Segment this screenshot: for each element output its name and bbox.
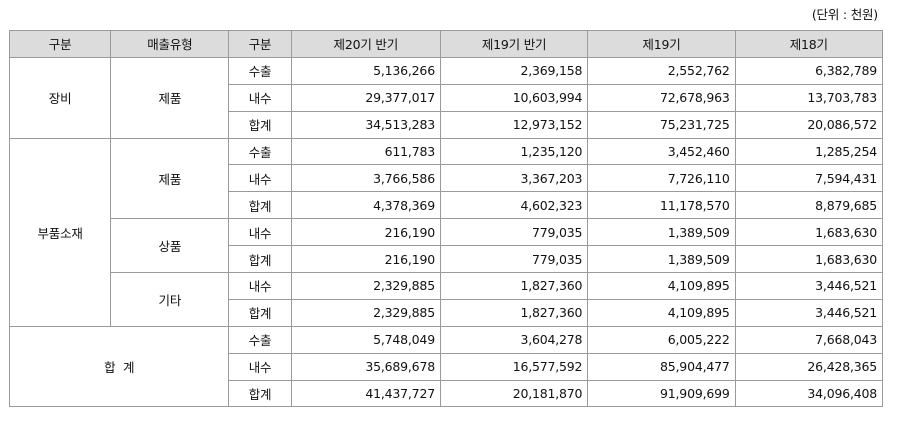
cell-value: 4,109,895 [587, 272, 736, 300]
header-period-19: 제19기 [587, 30, 736, 58]
cell-value: 3,446,521 [734, 272, 884, 300]
cell-value: 34,513,283 [290, 110, 441, 139]
table-row: 합 계 수출 5,748,049 3,604,278 6,005,222 7,6… [8, 325, 884, 408]
cell-value: 216,190 [290, 245, 441, 274]
cell-value: 1,683,630 [734, 218, 884, 247]
cell-value: 611,783 [290, 137, 441, 166]
cell-value: 1,235,120 [439, 137, 589, 166]
cell-value: 779,035 [439, 245, 589, 274]
cell-value: 1,389,509 [587, 218, 736, 247]
cell-value: 3,452,460 [587, 137, 736, 166]
cell-value: 13,703,783 [734, 83, 884, 112]
cell-value: 8,879,685 [734, 191, 884, 220]
cell-value: 216,190 [290, 218, 441, 247]
cell-value: 3,604,278 [439, 325, 589, 354]
sales-table: 구분 매출유형 구분 제20기 반기 제19기 반기 제19기 제18기 장비 … [8, 30, 884, 408]
cell-value: 7,726,110 [587, 164, 736, 193]
row-label: 수출 [228, 137, 292, 166]
cell-value: 2,552,762 [587, 56, 736, 85]
table-row: 내수 29,377,017 10,603,994 72,678,963 13,7… [10, 83, 884, 112]
row-label: 내수 [228, 218, 292, 247]
cell-value: 12,973,152 [439, 110, 589, 139]
cell-value: 1,827,360 [439, 298, 589, 327]
table-row: 합계 216,190 779,035 1,389,509 1,683,630 [10, 245, 884, 274]
table-row: 합계 2,329,885 1,827,360 4,109,895 3,446,5… [10, 298, 884, 327]
group-equipment: 장비 [8, 56, 112, 139]
type-equipment-product: 제품 [110, 56, 230, 139]
cell-value: 3,766,586 [290, 164, 441, 193]
cell-value: 85,904,477 [587, 352, 736, 381]
cell-value: 1,683,630 [734, 245, 884, 274]
header-period-20h: 제20기 반기 [290, 30, 441, 58]
cell-value: 41,437,727 [290, 379, 441, 408]
row-label: 합계 [228, 245, 292, 274]
header-row: 구분 매출유형 구분 제20기 반기 제19기 반기 제19기 제18기 [8, 30, 884, 58]
cell-value: 11,178,570 [587, 191, 736, 220]
table-row: 부품소재 제품 수출 611,783 1,235,120 3,452,460 1… [8, 137, 884, 327]
cell-value: 7,594,431 [734, 164, 884, 193]
row-label: 합계 [228, 110, 292, 139]
cell-value: 1,389,509 [587, 245, 736, 274]
header-category: 구분 [8, 30, 112, 58]
cell-value: 6,382,789 [734, 56, 884, 85]
row-label: 수출 [228, 56, 292, 85]
cell-value: 91,909,699 [587, 379, 736, 408]
cell-value: 6,005,222 [587, 325, 736, 354]
cell-value: 72,678,963 [587, 83, 736, 112]
cell-value: 75,231,725 [587, 110, 736, 139]
cell-value: 4,109,895 [587, 298, 736, 327]
header-period-18: 제18기 [734, 30, 884, 58]
cell-value: 10,603,994 [439, 83, 589, 112]
group-total: 합 계 [8, 325, 230, 408]
cell-value: 1,827,360 [439, 272, 589, 300]
cell-value: 2,329,885 [290, 298, 441, 327]
table-row: 내수 35,689,678 16,577,592 85,904,477 26,4… [10, 352, 884, 381]
group-parts: 부품소재 [8, 137, 112, 327]
row-label: 내수 [228, 83, 292, 112]
row-label: 내수 [228, 164, 292, 193]
cell-value: 4,378,369 [290, 191, 441, 220]
cell-value: 26,428,365 [734, 352, 884, 381]
row-label: 내수 [228, 352, 292, 381]
table-body: 장비 제품 수출 5,136,266 2,369,158 2,552,762 6… [8, 56, 884, 408]
cell-value: 4,602,323 [439, 191, 589, 220]
table-row: 내수 3,766,586 3,367,203 7,726,110 7,594,4… [10, 164, 884, 193]
cell-value: 29,377,017 [290, 83, 441, 112]
row-label: 합계 [228, 298, 292, 327]
type-parts-product: 제품 [110, 137, 230, 220]
cell-value: 1,285,254 [734, 137, 884, 166]
table-row: 합계 41,437,727 20,181,870 91,909,699 34,0… [10, 379, 884, 408]
cell-value: 2,329,885 [290, 272, 441, 300]
table-row: 장비 제품 수출 5,136,266 2,369,158 2,552,762 6… [8, 56, 884, 139]
table-row: 상품 내수 216,190 779,035 1,389,509 1,683,63… [10, 218, 884, 274]
table-row: 합계 34,513,283 12,973,152 75,231,725 20,0… [10, 110, 884, 139]
type-parts-merchandise: 상품 [110, 218, 230, 274]
cell-value: 35,689,678 [290, 352, 441, 381]
cell-value: 3,446,521 [734, 298, 884, 327]
header-sales-type: 매출유형 [110, 30, 230, 58]
cell-value: 2,369,158 [439, 56, 589, 85]
row-label: 수출 [228, 325, 292, 354]
table-row: 합계 4,378,369 4,602,323 11,178,570 8,879,… [10, 191, 884, 220]
table-row: 기타 내수 2,329,885 1,827,360 4,109,895 3,44… [10, 272, 884, 327]
cell-value: 3,367,203 [439, 164, 589, 193]
cell-value: 16,577,592 [439, 352, 589, 381]
row-label: 내수 [228, 272, 292, 300]
cell-value: 20,086,572 [734, 110, 884, 139]
type-parts-other: 기타 [110, 272, 230, 327]
table-header: 구분 매출유형 구분 제20기 반기 제19기 반기 제19기 제18기 [8, 30, 884, 58]
cell-value: 20,181,870 [439, 379, 589, 408]
cell-value: 779,035 [439, 218, 589, 247]
cell-value: 5,136,266 [290, 56, 441, 85]
unit-label: (단위 : 천원) [811, 7, 878, 22]
cell-value: 5,748,049 [290, 325, 441, 354]
row-label: 합계 [228, 191, 292, 220]
header-period-19h: 제19기 반기 [439, 30, 589, 58]
header-subcategory: 구분 [228, 30, 292, 58]
cell-value: 7,668,043 [734, 325, 884, 354]
cell-value: 34,096,408 [734, 379, 884, 408]
row-label: 합계 [228, 379, 292, 408]
